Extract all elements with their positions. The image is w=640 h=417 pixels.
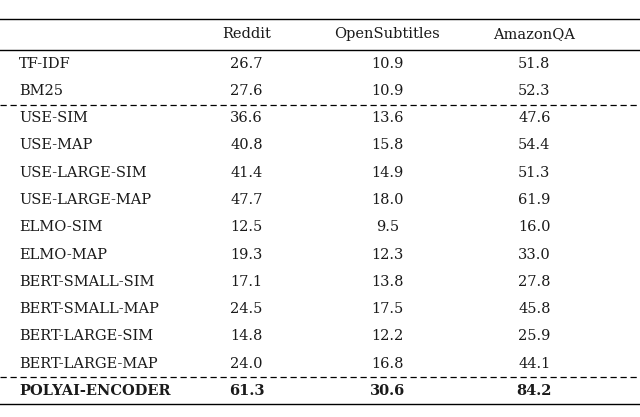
Text: 36.6: 36.6 <box>230 111 263 125</box>
Text: USE-MAP: USE-MAP <box>19 138 93 153</box>
Text: POLYAI-ENCODER: POLYAI-ENCODER <box>19 384 171 398</box>
Text: 45.8: 45.8 <box>518 302 550 316</box>
Text: BERT-LARGE-MAP: BERT-LARGE-MAP <box>19 357 158 371</box>
Text: 18.0: 18.0 <box>371 193 403 207</box>
Text: BERT-LARGE-SIM: BERT-LARGE-SIM <box>19 329 154 343</box>
Text: USE-SIM: USE-SIM <box>19 111 88 125</box>
Text: 24.5: 24.5 <box>230 302 262 316</box>
Text: 12.3: 12.3 <box>371 248 403 261</box>
Text: 51.3: 51.3 <box>518 166 550 180</box>
Text: 47.7: 47.7 <box>230 193 262 207</box>
Text: 54.4: 54.4 <box>518 138 550 153</box>
Text: 16.8: 16.8 <box>371 357 403 371</box>
Text: 10.9: 10.9 <box>371 57 403 70</box>
Text: 41.4: 41.4 <box>230 166 262 180</box>
Text: USE-LARGE-SIM: USE-LARGE-SIM <box>19 166 147 180</box>
Text: ELMO-MAP: ELMO-MAP <box>19 248 108 261</box>
Text: 24.0: 24.0 <box>230 357 262 371</box>
Text: 14.9: 14.9 <box>371 166 403 180</box>
Text: 17.5: 17.5 <box>371 302 403 316</box>
Text: 13.8: 13.8 <box>371 275 403 289</box>
Text: 14.8: 14.8 <box>230 329 262 343</box>
Text: 9.5: 9.5 <box>376 220 399 234</box>
Text: 27.6: 27.6 <box>230 84 262 98</box>
Text: 40.8: 40.8 <box>230 138 262 153</box>
Text: BERT-SMALL-SIM: BERT-SMALL-SIM <box>19 275 155 289</box>
Text: 12.5: 12.5 <box>230 220 262 234</box>
Text: 52.3: 52.3 <box>518 84 550 98</box>
Text: 16.0: 16.0 <box>518 220 550 234</box>
Text: 44.1: 44.1 <box>518 357 550 371</box>
Text: 51.8: 51.8 <box>518 57 550 70</box>
Text: 13.6: 13.6 <box>371 111 403 125</box>
Text: 61.3: 61.3 <box>228 384 264 398</box>
Text: Reddit: Reddit <box>222 28 271 41</box>
Text: 10.9: 10.9 <box>371 84 403 98</box>
Text: TF-IDF: TF-IDF <box>19 57 71 70</box>
Text: 12.2: 12.2 <box>371 329 403 343</box>
Text: 61.9: 61.9 <box>518 193 550 207</box>
Text: 30.6: 30.6 <box>369 384 405 398</box>
Text: BM25: BM25 <box>19 84 63 98</box>
Text: ELMO-SIM: ELMO-SIM <box>19 220 102 234</box>
Text: USE-LARGE-MAP: USE-LARGE-MAP <box>19 193 151 207</box>
Text: 15.8: 15.8 <box>371 138 403 153</box>
Text: 26.7: 26.7 <box>230 57 262 70</box>
Text: 19.3: 19.3 <box>230 248 262 261</box>
Text: 17.1: 17.1 <box>230 275 262 289</box>
Text: OpenSubtitles: OpenSubtitles <box>334 28 440 41</box>
Text: 33.0: 33.0 <box>518 248 551 261</box>
Text: BERT-SMALL-MAP: BERT-SMALL-MAP <box>19 302 159 316</box>
Text: 27.8: 27.8 <box>518 275 550 289</box>
Text: 47.6: 47.6 <box>518 111 550 125</box>
Text: 25.9: 25.9 <box>518 329 550 343</box>
Text: AmazonQA: AmazonQA <box>493 28 575 41</box>
Text: 84.2: 84.2 <box>516 384 552 398</box>
